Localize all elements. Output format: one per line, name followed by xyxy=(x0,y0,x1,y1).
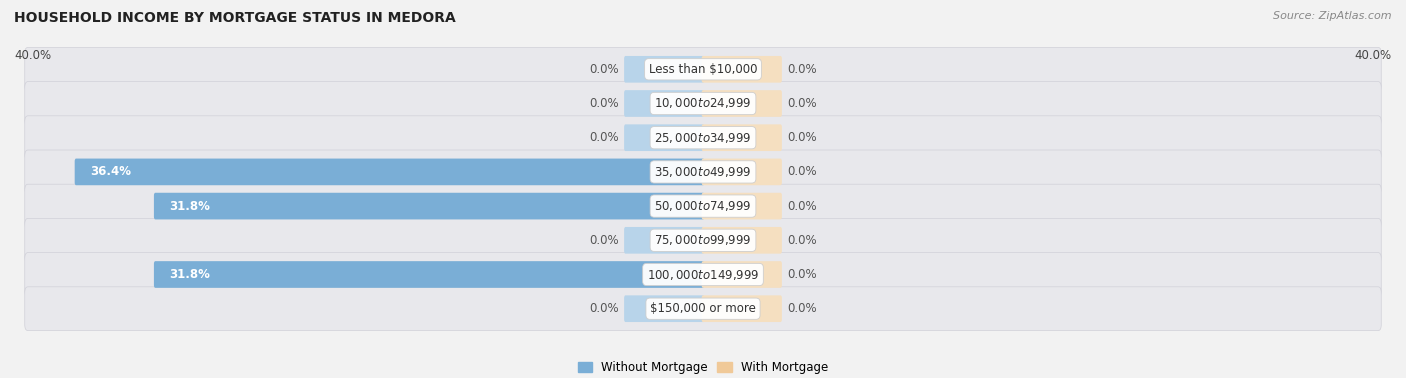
FancyBboxPatch shape xyxy=(153,261,704,288)
FancyBboxPatch shape xyxy=(702,90,782,117)
FancyBboxPatch shape xyxy=(624,90,704,117)
FancyBboxPatch shape xyxy=(153,193,704,220)
FancyBboxPatch shape xyxy=(702,124,782,151)
Text: 0.0%: 0.0% xyxy=(787,200,817,212)
FancyBboxPatch shape xyxy=(25,150,1381,194)
Text: $25,000 to $34,999: $25,000 to $34,999 xyxy=(654,131,752,145)
Text: 0.0%: 0.0% xyxy=(589,302,619,315)
FancyBboxPatch shape xyxy=(702,261,782,288)
Text: 0.0%: 0.0% xyxy=(787,268,817,281)
FancyBboxPatch shape xyxy=(702,193,782,220)
Text: Source: ZipAtlas.com: Source: ZipAtlas.com xyxy=(1274,11,1392,21)
FancyBboxPatch shape xyxy=(25,253,1381,296)
Text: 40.0%: 40.0% xyxy=(14,50,51,62)
FancyBboxPatch shape xyxy=(25,218,1381,262)
Text: 0.0%: 0.0% xyxy=(589,131,619,144)
Text: HOUSEHOLD INCOME BY MORTGAGE STATUS IN MEDORA: HOUSEHOLD INCOME BY MORTGAGE STATUS IN M… xyxy=(14,11,456,25)
FancyBboxPatch shape xyxy=(702,158,782,185)
Text: 0.0%: 0.0% xyxy=(589,234,619,247)
Text: 0.0%: 0.0% xyxy=(787,234,817,247)
FancyBboxPatch shape xyxy=(624,56,704,83)
FancyBboxPatch shape xyxy=(624,295,704,322)
Text: $10,000 to $24,999: $10,000 to $24,999 xyxy=(654,96,752,110)
FancyBboxPatch shape xyxy=(25,47,1381,91)
Text: 36.4%: 36.4% xyxy=(90,166,131,178)
FancyBboxPatch shape xyxy=(624,227,704,254)
Text: $50,000 to $74,999: $50,000 to $74,999 xyxy=(654,199,752,213)
FancyBboxPatch shape xyxy=(702,56,782,83)
Text: $150,000 or more: $150,000 or more xyxy=(650,302,756,315)
Text: $100,000 to $149,999: $100,000 to $149,999 xyxy=(647,268,759,282)
Text: 0.0%: 0.0% xyxy=(589,63,619,76)
FancyBboxPatch shape xyxy=(702,227,782,254)
FancyBboxPatch shape xyxy=(25,184,1381,228)
Text: 40.0%: 40.0% xyxy=(1355,50,1392,62)
FancyBboxPatch shape xyxy=(25,287,1381,331)
FancyBboxPatch shape xyxy=(702,295,782,322)
FancyBboxPatch shape xyxy=(25,116,1381,160)
Text: 0.0%: 0.0% xyxy=(787,97,817,110)
FancyBboxPatch shape xyxy=(75,158,704,185)
Text: Less than $10,000: Less than $10,000 xyxy=(648,63,758,76)
Text: $75,000 to $99,999: $75,000 to $99,999 xyxy=(654,233,752,247)
Text: 31.8%: 31.8% xyxy=(169,268,209,281)
Text: $35,000 to $49,999: $35,000 to $49,999 xyxy=(654,165,752,179)
Text: 31.8%: 31.8% xyxy=(169,200,209,212)
Text: 0.0%: 0.0% xyxy=(787,166,817,178)
Text: 0.0%: 0.0% xyxy=(589,97,619,110)
Text: 0.0%: 0.0% xyxy=(787,131,817,144)
Text: 0.0%: 0.0% xyxy=(787,63,817,76)
Text: 0.0%: 0.0% xyxy=(787,302,817,315)
Legend: Without Mortgage, With Mortgage: Without Mortgage, With Mortgage xyxy=(574,356,832,378)
FancyBboxPatch shape xyxy=(624,124,704,151)
FancyBboxPatch shape xyxy=(25,82,1381,125)
